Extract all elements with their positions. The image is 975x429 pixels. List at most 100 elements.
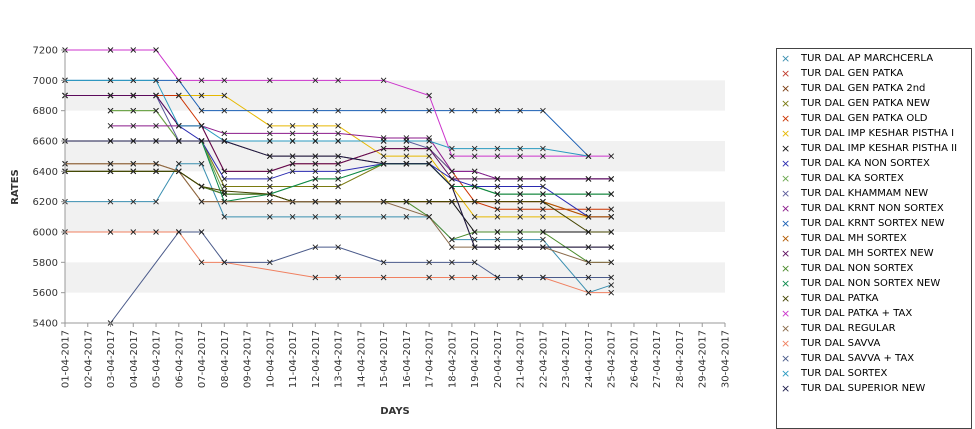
data-point xyxy=(221,107,228,114)
data-point xyxy=(494,214,501,220)
data-point xyxy=(221,130,228,137)
x-tick-label: 30-04-2017 xyxy=(721,330,732,388)
data-point xyxy=(517,176,523,182)
x-tick-label: 15-04-2017 xyxy=(379,330,390,388)
data-point xyxy=(540,176,546,182)
x-tick-label: 18-04-2017 xyxy=(447,330,458,388)
data-point xyxy=(540,191,546,197)
legend-label: TUR DAL SORTEX xyxy=(801,368,888,379)
data-point xyxy=(540,236,546,243)
data-point xyxy=(471,107,478,114)
data-point xyxy=(153,77,159,84)
data-point xyxy=(335,244,341,250)
legend-marker-icon: × xyxy=(781,127,791,140)
legend-item: × TUR DAL GEN PATKA OLD xyxy=(777,111,971,126)
data-point xyxy=(267,130,273,137)
data-point xyxy=(449,145,455,152)
data-point xyxy=(380,145,387,152)
data-point xyxy=(312,168,319,175)
legend-item: × TUR DAL SUPERIOR NEW xyxy=(777,381,971,396)
legend-item: × TUR DAL SAVVA xyxy=(777,336,971,351)
data-point xyxy=(426,138,432,144)
legend-label: TUR DAL KRNT SORTEX NEW xyxy=(801,218,945,229)
line-chart: 5400 5600 5800 6000 6200 6400 6600 6800 7000 7200… xyxy=(10,46,732,418)
data-point xyxy=(107,160,114,167)
data-point xyxy=(153,138,159,144)
data-point xyxy=(426,259,432,266)
y-tick-label: 6600 xyxy=(33,137,58,148)
x-tick-label: 10-04-2017 xyxy=(265,330,276,388)
data-point xyxy=(380,198,387,205)
data-point xyxy=(471,153,478,159)
data-point xyxy=(312,274,319,281)
data-point xyxy=(289,130,296,137)
data-point xyxy=(221,183,228,190)
legend-marker-icon: × xyxy=(781,97,791,110)
data-point xyxy=(198,77,205,84)
data-point xyxy=(426,107,432,114)
legend-marker-icon: × xyxy=(781,277,791,290)
data-point xyxy=(494,153,501,159)
data-point xyxy=(585,206,592,213)
data-point xyxy=(267,259,273,266)
data-point xyxy=(175,123,182,129)
data-point xyxy=(335,160,341,167)
data-point xyxy=(380,214,387,220)
data-point xyxy=(585,176,592,182)
data-point xyxy=(198,107,205,114)
data-point xyxy=(312,153,319,159)
legend-marker-icon: × xyxy=(781,322,791,335)
legend-marker-icon: × xyxy=(781,217,791,230)
data-point xyxy=(585,229,592,235)
data-point xyxy=(608,206,615,213)
x-tick-label: 17-04-2017 xyxy=(425,330,436,388)
data-point xyxy=(107,229,114,235)
legend-label: TUR DAL GEN PATKA 2nd xyxy=(801,83,926,94)
data-point xyxy=(153,168,159,175)
series-21 xyxy=(107,229,615,326)
x-tick-label: 29-04-2017 xyxy=(698,330,709,388)
data-point xyxy=(540,214,546,220)
data-point xyxy=(335,123,341,129)
data-point xyxy=(540,198,546,205)
data-point xyxy=(153,107,159,114)
data-point xyxy=(540,145,546,152)
legend-label: TUR DAL SAVVA + TAX xyxy=(801,353,915,364)
y-axis-title: RATES xyxy=(10,169,21,205)
data-point xyxy=(289,168,296,175)
x-tick-label: 16-04-2017 xyxy=(402,330,413,388)
data-point xyxy=(426,198,432,205)
x-tick-label: 21-04-2017 xyxy=(516,330,527,388)
data-point xyxy=(540,107,546,114)
data-point xyxy=(380,160,387,167)
data-point xyxy=(449,198,455,205)
data-point xyxy=(312,198,319,205)
data-point xyxy=(130,123,137,129)
data-point xyxy=(403,138,410,144)
legend-marker-icon: × xyxy=(781,292,791,305)
data-point xyxy=(449,259,455,266)
chart-legend: × TUR DAL AP MARCHCERLA × TUR DAL GEN PATKA… xyxy=(776,48,972,429)
data-point xyxy=(471,236,478,243)
data-point xyxy=(289,214,296,220)
data-point xyxy=(267,183,273,190)
legend-label: TUR DAL GEN PATKA OLD xyxy=(801,113,928,124)
data-point xyxy=(267,138,273,144)
legend-item: × TUR DAL NON SORTEX NEW xyxy=(777,276,971,291)
data-point xyxy=(608,153,615,159)
data-point xyxy=(380,107,387,114)
data-point xyxy=(517,191,523,197)
x-tick-label: 23-04-2017 xyxy=(561,330,572,388)
legend-item: × TUR DAL SAVVA + TAX xyxy=(777,351,971,366)
series-18 xyxy=(62,47,615,159)
legend-marker-icon: × xyxy=(781,187,791,200)
data-point xyxy=(312,176,319,182)
x-tick-label: 09-04-2017 xyxy=(243,330,254,388)
data-point xyxy=(175,138,182,144)
data-point xyxy=(335,138,341,144)
legend-marker-icon: × xyxy=(781,142,791,155)
data-point xyxy=(221,92,228,99)
data-point xyxy=(107,107,114,114)
x-tick-label: 22-04-2017 xyxy=(538,330,549,388)
legend-marker-icon: × xyxy=(781,112,791,125)
